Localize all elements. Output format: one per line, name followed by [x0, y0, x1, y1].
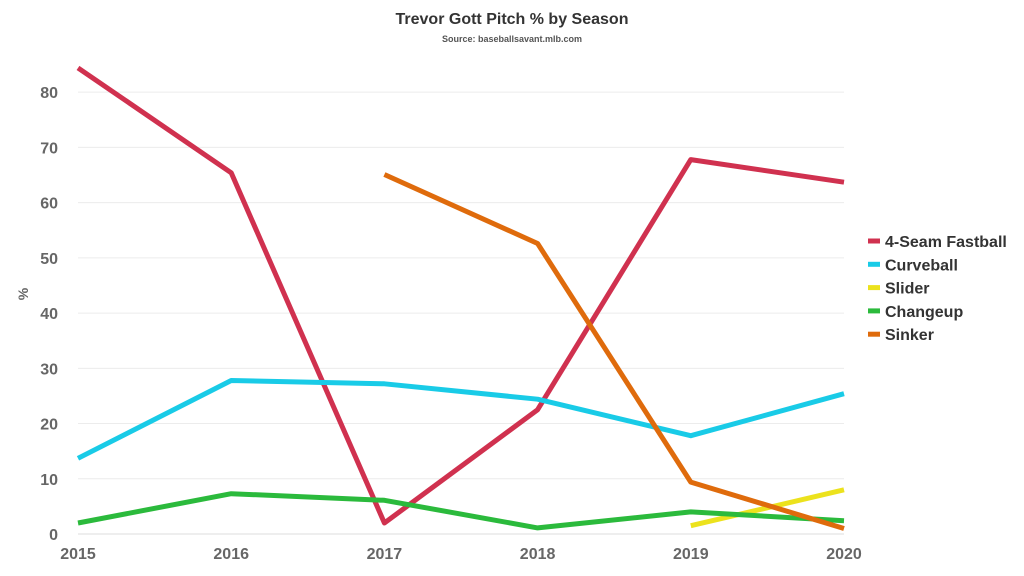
y-tick-label: 10: [40, 472, 58, 489]
chart-title: Trevor Gott Pitch % by Season: [396, 11, 629, 28]
series-lines: [76, 65, 845, 531]
x-tick-label: 2019: [673, 546, 709, 563]
y-tick-label: 20: [40, 417, 58, 434]
legend-label: Changeup: [885, 304, 963, 321]
x-tick-label: 2016: [213, 546, 249, 563]
series-line-changeup: [77, 491, 845, 531]
y-tick-label: 0: [49, 527, 58, 544]
y-tick-label: 80: [40, 85, 58, 102]
x-tick-label: 2018: [520, 546, 556, 563]
legend-label: Curveball: [885, 257, 958, 274]
legend-item-slider: Slider: [868, 281, 929, 298]
y-tick-label: 60: [40, 196, 58, 213]
legend: 4-Seam Fastball Curveball Slider Changeup Si…: [868, 234, 1007, 344]
legend-label: Slider: [885, 281, 929, 298]
legend-item-changeup: Changeup: [868, 304, 963, 321]
y-axis-ticks: 0 10 20 30 40 50 60 70 80: [40, 85, 58, 544]
x-axis-ticks: 2015 2016 2017 2018 2019 2020: [60, 546, 862, 563]
series-line-curveball: [76, 378, 845, 461]
legend-item-sinker: Sinker: [868, 327, 934, 344]
y-tick-label: 30: [40, 361, 58, 378]
y-tick-label: 40: [40, 306, 58, 323]
legend-label: Sinker: [885, 327, 934, 344]
x-tick-label: 2020: [826, 546, 862, 563]
legend-item-curveball: Curveball: [868, 257, 958, 274]
series-line-4-seam-fastball: [76, 65, 845, 526]
x-tick-label: 2017: [367, 546, 403, 563]
y-tick-label: 50: [40, 251, 58, 268]
x-tick-label: 2015: [60, 546, 96, 563]
y-tick-label: 70: [40, 140, 58, 157]
legend-item-4-seam-fastball: 4-Seam Fastball: [868, 234, 1007, 251]
chart-subtitle: Source: baseballsavant.mlb.com: [442, 34, 582, 44]
series-line-sinker: [383, 172, 845, 531]
gridlines: [78, 91, 844, 535]
y-axis-label: %: [15, 287, 31, 300]
legend-label: 4-Seam Fastball: [885, 234, 1007, 251]
